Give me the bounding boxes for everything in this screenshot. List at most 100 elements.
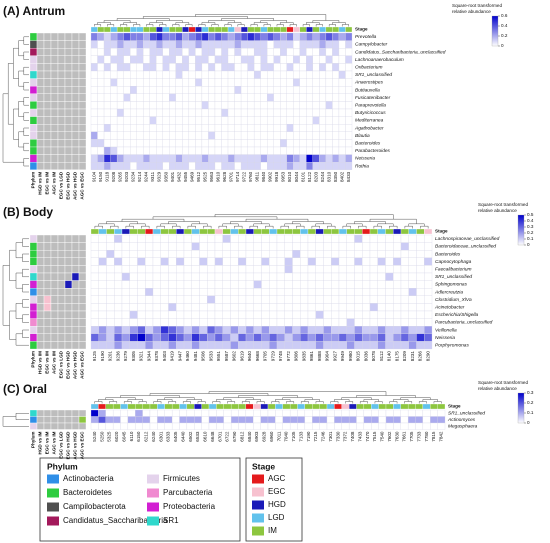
heatmap-cell (284, 265, 293, 274)
comparison-cell (57, 280, 66, 289)
comparison-cell (78, 333, 87, 342)
comparison-cell (57, 257, 66, 266)
heatmap-cell (315, 341, 324, 350)
phylum-cell (29, 250, 38, 258)
stage-cell (267, 26, 274, 33)
heatmap-cell (362, 280, 371, 289)
heatmap-cell (137, 341, 146, 350)
stage-cell (171, 403, 180, 410)
heatmap-cell (354, 341, 363, 350)
heatmap-cell (214, 93, 222, 102)
heatmap-cell (234, 32, 242, 41)
stage-cell (293, 26, 300, 33)
legend-label: AGC (268, 474, 286, 483)
heatmap-cell (114, 242, 123, 251)
heatmap-cell (312, 154, 320, 163)
heatmap-cell (221, 101, 229, 110)
heatmap-cell (300, 288, 309, 296)
heatmap-cell (137, 280, 146, 289)
heatmap-cell (183, 272, 192, 281)
comparison-cell (64, 318, 73, 327)
heatmap-cell (156, 101, 163, 110)
column-dendrogram (97, 22, 111, 25)
comparison-cell (64, 55, 73, 64)
heatmap-cell (267, 48, 274, 56)
column-dendrogram (142, 16, 248, 19)
heatmap-cell (169, 70, 176, 79)
column-dendrogram (198, 24, 206, 27)
row-dendrogram (18, 131, 24, 148)
taxon-label: Escherichia/Shigella (435, 312, 479, 318)
heatmap-cell (222, 257, 231, 266)
heatmap-cell (300, 250, 309, 258)
heatmap-cell (260, 139, 268, 148)
heatmap-cell (129, 93, 137, 102)
row-dendrogram (23, 112, 29, 121)
heatmap-cell (299, 108, 307, 117)
heatmap-cell (345, 162, 353, 170)
heatmap-cell (280, 70, 287, 79)
heatmap-cell (136, 162, 144, 170)
heatmap-cell (240, 86, 248, 94)
comparison-cell (71, 123, 80, 132)
heatmap-cell (90, 139, 98, 148)
comparison-cell (71, 55, 80, 64)
heatmap-cell (331, 257, 340, 266)
sample-label: 6440 (180, 431, 185, 442)
heatmap-cell (110, 124, 118, 132)
heatmap-cell (169, 146, 176, 155)
comparison-cell (78, 78, 87, 87)
heatmap-cell (331, 242, 340, 251)
heatmap-cell (160, 257, 169, 266)
comparison-cell (64, 265, 73, 274)
heatmap-cell (377, 250, 386, 258)
heatmap-cell (306, 131, 314, 140)
sample-label: 6722 (225, 431, 230, 442)
heatmap-cell (369, 234, 378, 243)
comparison-cell (36, 326, 45, 335)
heatmap-cell (110, 101, 118, 110)
heatmap-cell (90, 116, 98, 125)
heatmap-cell (201, 93, 209, 102)
column-dendrogram (211, 24, 219, 27)
heatmap-cell (168, 280, 177, 289)
sample-label: 9305 (131, 351, 136, 362)
heatmap-cell (208, 101, 216, 110)
heatmap-cell (385, 272, 394, 281)
stage-cell (319, 26, 327, 33)
stage-row-label: Stage (435, 229, 448, 234)
heatmap-cell (362, 242, 371, 251)
heatmap-cell (260, 108, 268, 117)
heatmap-cell (214, 48, 222, 56)
heatmap-cell (234, 146, 242, 155)
heatmap-cell (208, 124, 216, 132)
heatmap-cell (292, 280, 301, 289)
comparison-label: HGD vs IM (38, 431, 43, 454)
heatmap-cell (176, 295, 185, 304)
comparison-cell (50, 234, 59, 243)
heatmap-cell (145, 341, 154, 350)
heatmap-cell (188, 63, 196, 72)
column-dendrogram (315, 24, 323, 27)
stage-cell (297, 403, 306, 410)
heatmap-cell (323, 257, 332, 266)
heatmap-cell (234, 86, 242, 94)
comparison-cell (36, 116, 45, 125)
comparison-cell (36, 249, 45, 258)
heatmap-cell (149, 86, 157, 94)
stage-cell (98, 403, 106, 410)
legend-label: EGC (268, 487, 286, 496)
heatmap-cell (222, 272, 231, 281)
column-dendrogram (110, 225, 119, 229)
heatmap-cell (269, 265, 278, 274)
comparison-cell (71, 63, 80, 72)
sample-label: 6301 (158, 431, 163, 442)
heatmap-cell (346, 303, 355, 312)
comparison-cell (78, 55, 87, 64)
heatmap-cell (175, 154, 183, 163)
heatmap-cell (106, 318, 115, 327)
heatmap-cell (240, 70, 248, 79)
sample-label: 7515 (372, 431, 377, 442)
column-dendrogram (149, 393, 269, 396)
heatmap-cell (182, 32, 190, 41)
